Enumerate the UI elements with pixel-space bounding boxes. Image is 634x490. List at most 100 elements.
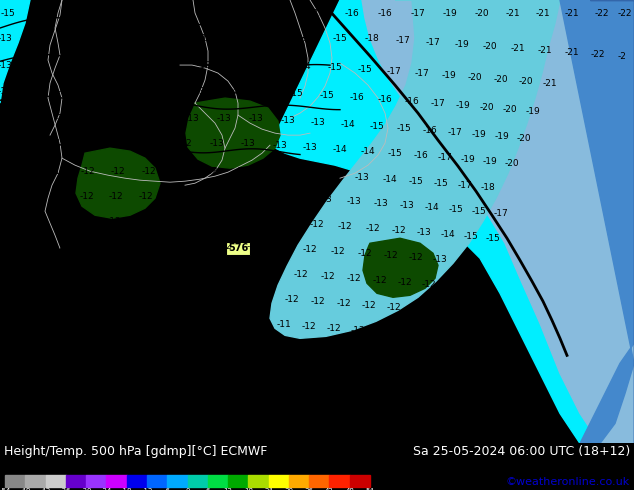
Text: -11: -11 [0, 167, 13, 176]
Text: -12: -12 [252, 217, 266, 226]
Text: -18: -18 [365, 33, 379, 43]
Bar [107, 475, 127, 487]
Text: -13: -13 [184, 114, 199, 122]
Text: -12: -12 [233, 292, 247, 301]
Text: -10: -10 [0, 367, 13, 376]
Text: -12: -12 [318, 349, 332, 358]
Bar [289, 475, 309, 487]
Bar [228, 475, 249, 487]
Text: -12: -12 [52, 192, 67, 201]
Bar [66, 475, 86, 487]
Text: -11: -11 [167, 417, 183, 426]
Text: -12: -12 [79, 217, 93, 226]
Text: -11: -11 [143, 417, 157, 426]
Text: -12: -12 [81, 167, 95, 176]
Text: -11: -11 [23, 342, 37, 351]
Text: -13: -13 [217, 114, 231, 122]
Text: Height/Temp. 500 hPa [gdmp][°C] ECMWF: Height/Temp. 500 hPa [gdmp][°C] ECMWF [4, 445, 268, 459]
Text: -14: -14 [340, 120, 355, 129]
Text: -13: -13 [125, 87, 139, 96]
Text: -11: -11 [75, 292, 89, 301]
Text: -12: -12 [294, 347, 308, 356]
Text: -13: -13 [217, 393, 233, 402]
Text: -12: -12 [252, 318, 266, 327]
Text: -12: -12 [141, 488, 153, 490]
Text: -13: -13 [0, 61, 13, 70]
Text: -13: -13 [444, 282, 460, 291]
Text: -11: -11 [145, 367, 159, 376]
Text: -13: -13 [411, 305, 425, 314]
Text: -13: -13 [290, 375, 306, 384]
Text: -19: -19 [455, 40, 469, 49]
Text: -13: -13 [399, 201, 415, 210]
Text: -14: -14 [441, 230, 455, 239]
Text: -21: -21 [511, 44, 526, 52]
Text: -14: -14 [425, 203, 439, 212]
Text: -11: -11 [120, 367, 134, 376]
Text: -13: -13 [61, 33, 75, 43]
Text: -12: -12 [141, 167, 157, 176]
Text: -12: -12 [82, 139, 97, 147]
Text: -11: -11 [153, 292, 167, 301]
Text: -15: -15 [409, 177, 424, 186]
Text: -12: -12 [240, 267, 254, 276]
Text: -12: -12 [172, 167, 187, 176]
Text: -12: -12 [347, 274, 361, 283]
Bar [5, 475, 25, 487]
Text: -14: -14 [30, 8, 45, 18]
Text: -12: -12 [53, 139, 67, 147]
Text: -17: -17 [448, 127, 462, 137]
Text: -13: -13 [165, 33, 179, 43]
Text: -11: -11 [72, 342, 86, 351]
Text: -14: -14 [231, 61, 245, 70]
Text: -21: -21 [506, 8, 521, 18]
Text: -10: -10 [0, 342, 13, 351]
Text: -48: -48 [20, 488, 31, 490]
Text: -12: -12 [229, 192, 243, 201]
Text: -12: -12 [327, 324, 341, 333]
Text: -15: -15 [370, 122, 384, 131]
Text: -13: -13 [243, 371, 257, 380]
Text: -12: -12 [184, 267, 199, 276]
Text: -11: -11 [129, 267, 145, 276]
Text: -12: -12 [0, 139, 12, 147]
Text: -13: -13 [96, 33, 110, 43]
Text: -13: -13 [131, 33, 145, 43]
Text: -11: -11 [22, 417, 36, 426]
Text: -11: -11 [96, 342, 112, 351]
Text: -12: -12 [342, 351, 356, 360]
Text: -15: -15 [1, 8, 15, 18]
Text: -42: -42 [40, 488, 51, 490]
Text: -12: -12 [285, 295, 299, 304]
Text: -20: -20 [519, 76, 533, 86]
Text: -11: -11 [46, 392, 60, 401]
Text: -12: -12 [384, 251, 398, 260]
Text: -14: -14 [105, 8, 119, 18]
Text: -12: -12 [361, 301, 377, 310]
Polygon shape [362, 0, 634, 443]
Text: -18: -18 [481, 183, 495, 192]
Text: -13: -13 [373, 199, 389, 208]
Text: -12: -12 [162, 242, 176, 251]
Text: -10: -10 [0, 392, 13, 401]
Text: -13: -13 [366, 353, 380, 362]
Text: -12: -12 [170, 367, 184, 376]
Text: -17: -17 [387, 67, 401, 75]
Text: -17: -17 [415, 69, 429, 77]
Text: -12: -12 [143, 392, 157, 401]
Text: -15: -15 [472, 207, 486, 216]
Text: -12: -12 [0, 114, 12, 122]
Text: -13: -13 [129, 61, 145, 70]
Text: -13: -13 [243, 395, 257, 404]
Text: 30: 30 [285, 488, 294, 490]
Text: -13: -13 [61, 61, 75, 70]
Text: -12: -12 [190, 242, 204, 251]
Text: -22: -22 [591, 49, 605, 58]
Text: -12: -12 [409, 253, 424, 262]
Text: -12: -12 [165, 217, 179, 226]
Text: -20: -20 [505, 159, 519, 168]
Text: -16: -16 [378, 95, 392, 103]
Text: -13: -13 [96, 61, 110, 70]
Text: -12: -12 [87, 114, 101, 122]
Text: -11: -11 [49, 292, 63, 301]
